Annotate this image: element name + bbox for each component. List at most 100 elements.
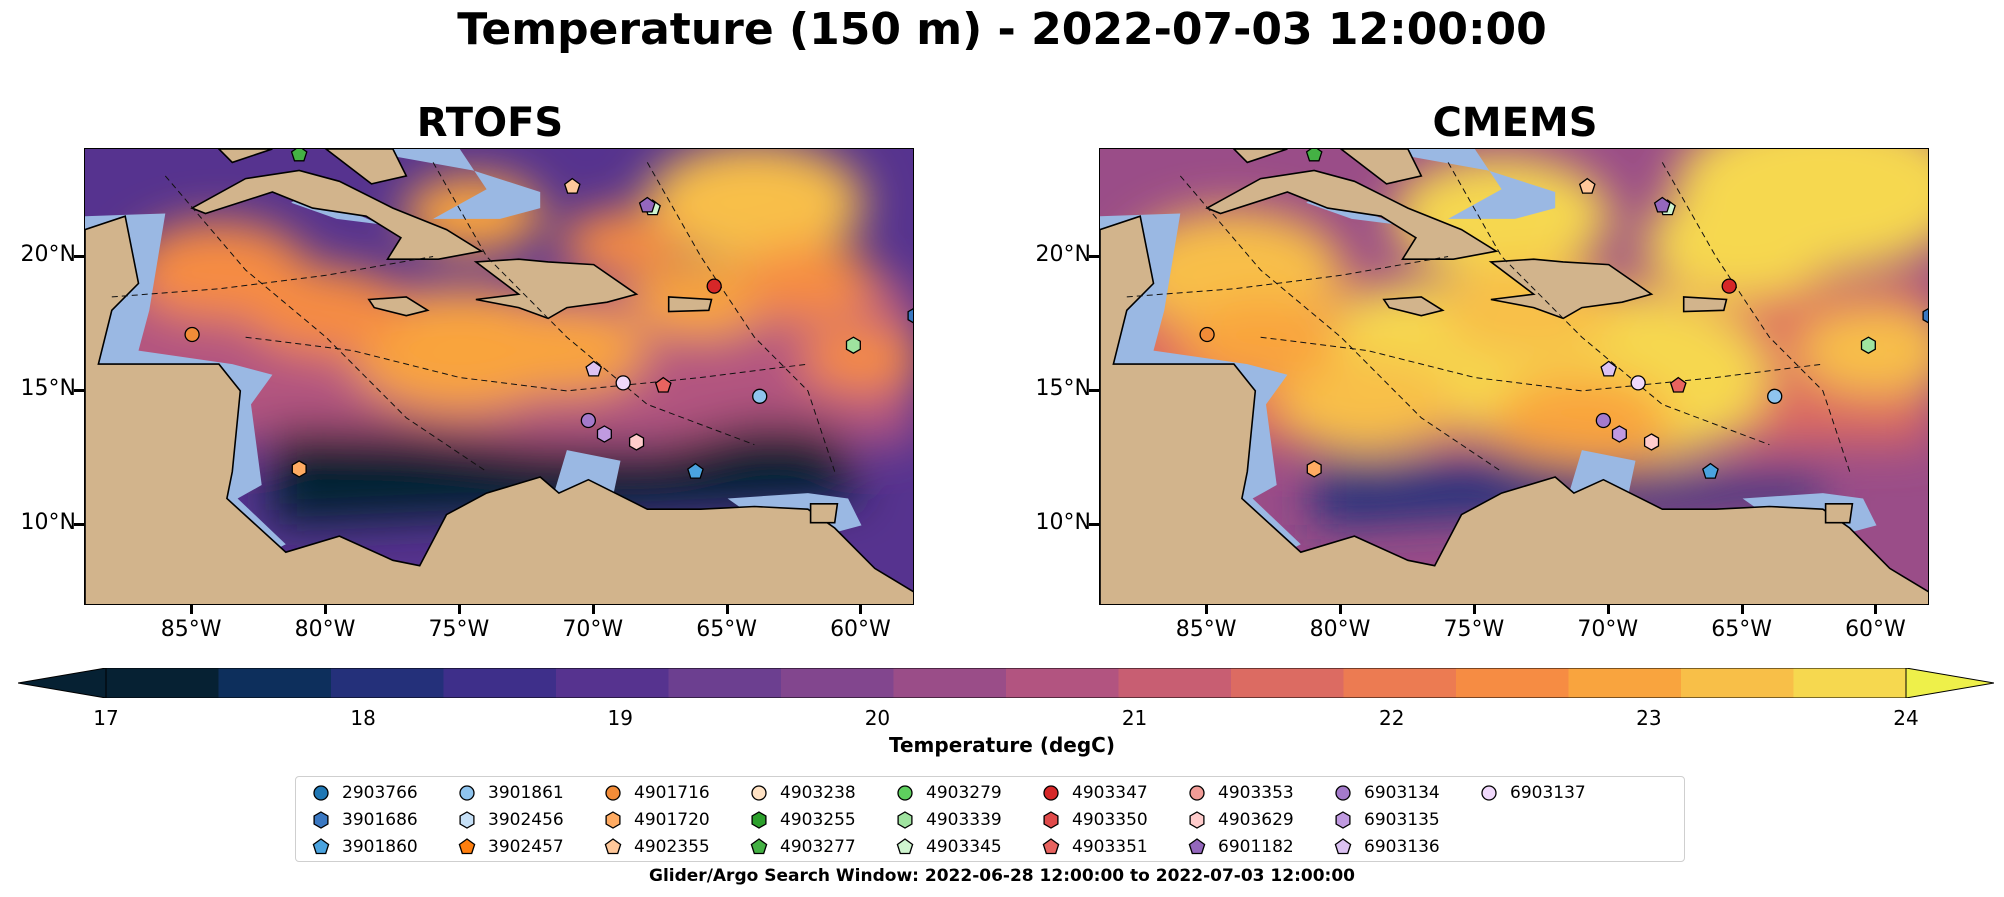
colorbar-segment xyxy=(1568,668,1682,698)
legend-label: 6903134 xyxy=(1364,783,1440,803)
platform-marker-3901861 xyxy=(1767,388,1783,404)
lon-tick-mark xyxy=(859,605,863,614)
lon-tick-mark xyxy=(190,605,194,614)
platform-marker-4903339 xyxy=(845,336,861,354)
legend-item-6903137: 6903137 xyxy=(1478,782,1586,804)
colorbar-tick-label: 21 xyxy=(1121,706,1148,730)
colorbar-extend-low xyxy=(18,668,107,698)
legend-marker-6903135 xyxy=(1335,811,1351,829)
legend-marker-icon xyxy=(313,811,329,829)
lat-tick-mark xyxy=(74,388,84,392)
warm-anomaly xyxy=(560,210,681,277)
colorbar-segment xyxy=(1006,668,1119,698)
legend-marker-4903277 xyxy=(750,838,768,855)
land xyxy=(667,296,713,313)
colorbar-segment xyxy=(556,668,669,698)
platform-marker-4901716 xyxy=(1199,326,1215,343)
land xyxy=(190,169,484,260)
legend-marker-icon xyxy=(897,811,913,829)
lon-tick-label: 65°W xyxy=(696,617,757,642)
colorbar-segment xyxy=(1681,668,1794,698)
colorbar-segment xyxy=(106,668,219,698)
legend-label: 4901720 xyxy=(634,810,710,830)
lat-tick-mark xyxy=(1089,388,1099,392)
eez-boundary xyxy=(1179,175,1502,473)
warm-anomaly xyxy=(1796,306,1928,395)
legend-marker-3902457 xyxy=(458,838,476,855)
colorbar-segment xyxy=(893,668,1007,698)
eez-boundary xyxy=(111,256,434,298)
legend-marker-4903238 xyxy=(751,785,767,801)
lon-tick-mark xyxy=(1205,605,1209,614)
colorbar-segment xyxy=(668,668,782,698)
legend-item-4903339: 4903339 xyxy=(894,809,1002,831)
lat-tick-label: 20°N xyxy=(20,241,76,267)
lat-tick-mark xyxy=(1089,523,1099,527)
legend-item-4903351: 4903351 xyxy=(1040,836,1148,858)
legend-marker-4903279 xyxy=(897,785,913,801)
legend-label: 6903137 xyxy=(1510,783,1586,803)
lon-tick-label: 75°W xyxy=(428,617,490,642)
colorbar-tick-label: 23 xyxy=(1636,706,1662,730)
legend-marker-4903629 xyxy=(1189,811,1205,829)
legend-label: 6903136 xyxy=(1364,837,1440,857)
legend-marker-6903136 xyxy=(1334,838,1352,855)
legend-marker-icon xyxy=(459,811,475,829)
lat-tick-mark xyxy=(74,523,84,527)
platform-marker-4903277 xyxy=(1305,149,1323,162)
lon-tick-label: 80°W xyxy=(1309,617,1371,642)
legend-label: 3902456 xyxy=(488,810,564,830)
platform-marker-4902355 xyxy=(1578,177,1596,194)
legend-marker-icon xyxy=(1335,785,1351,801)
legend-item-4903277: 4903277 xyxy=(748,836,856,858)
legend-label: 4903351 xyxy=(1072,837,1148,857)
platform-marker-4901720 xyxy=(1306,460,1322,478)
lon-tick-label: 65°W xyxy=(1711,617,1772,642)
colorbar-extend-high xyxy=(1905,668,1994,698)
legend-item-4901716: 4901716 xyxy=(602,782,710,804)
platform-marker-6903136 xyxy=(1600,360,1618,377)
panel-title-rtofs: RTOFS xyxy=(416,100,564,146)
lat-tick-label: 15°N xyxy=(20,375,76,401)
search-window-caption: Glider/Argo Search Window: 2022-06-28 12… xyxy=(649,866,1355,886)
warm-anomaly xyxy=(644,149,865,264)
legend-label: 3902457 xyxy=(488,837,564,857)
platform-marker-4903347 xyxy=(706,278,722,294)
platform-marker-6903134 xyxy=(1595,412,1612,429)
legend-marker-4903350 xyxy=(1043,811,1059,829)
legend-marker-4903345 xyxy=(896,838,914,855)
legend-label: 4903339 xyxy=(926,810,1002,830)
eez-boundary xyxy=(432,162,755,446)
legend-marker-icon xyxy=(312,838,330,855)
legend-marker-icon xyxy=(605,785,621,801)
lon-tick-mark xyxy=(1472,605,1476,614)
legend-marker-4903353 xyxy=(1189,785,1205,801)
legend-item-4903629: 4903629 xyxy=(1186,809,1294,831)
legend-marker-icon xyxy=(604,838,622,855)
lon-tick-label: 75°W xyxy=(1443,617,1505,642)
platform-marker-4903629 xyxy=(1643,433,1660,451)
eez-boundary xyxy=(245,336,808,392)
legend-item-4903353: 4903353 xyxy=(1186,782,1294,804)
legend-marker-6901182 xyxy=(1188,838,1206,855)
land xyxy=(1232,149,1288,164)
colorbar-tick-label: 24 xyxy=(1893,706,1919,730)
colorbar-segment xyxy=(331,668,444,698)
warm-anomaly xyxy=(486,306,647,395)
legend-marker-icon xyxy=(1189,785,1205,801)
platform-marker-4903351 xyxy=(654,376,672,393)
colorbar-tick-label: 20 xyxy=(864,706,891,730)
legend-marker-icon xyxy=(1189,811,1205,829)
lon-tick-label: 85°W xyxy=(160,617,222,642)
panel-title-cmems: CMEMS xyxy=(1432,100,1598,146)
platform-marker-3901686 xyxy=(907,308,913,324)
land xyxy=(1682,296,1728,313)
platform-marker-6903134 xyxy=(580,412,597,429)
legend-item-4901720: 4901720 xyxy=(602,809,710,831)
legend-label: 4903345 xyxy=(926,837,1002,857)
legend-item-6901182: 6901182 xyxy=(1186,836,1294,858)
lat-tick-label: 20°N xyxy=(1035,241,1091,267)
legend-label: 3901861 xyxy=(488,783,564,803)
legend-marker-4901720 xyxy=(605,811,621,829)
platform-marker-4902355 xyxy=(563,177,581,194)
